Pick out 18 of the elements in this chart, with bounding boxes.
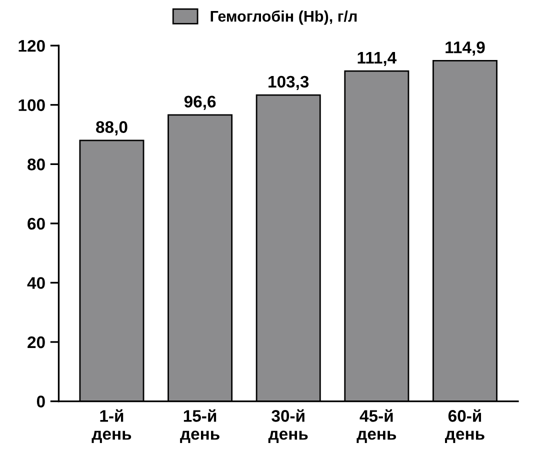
x-tick-label: 1-й день (92, 409, 132, 443)
y-tick-label: 60 (28, 218, 45, 230)
data-label: 114,9 (446, 41, 485, 56)
y-tick-label: 40 (27, 277, 45, 289)
y-tick-label: 100 (18, 99, 45, 112)
x-tick-label: 30-й день (268, 409, 308, 443)
x-tick-label: 60-й день (445, 409, 484, 443)
data-label: 88,0 (96, 121, 128, 136)
data-label: 111,4 (358, 52, 397, 66)
legend-label: Гемоглобін (Hb), г/л (210, 10, 357, 25)
y-tick-label: 120 (18, 40, 45, 52)
data-label: 96,6 (184, 96, 216, 110)
y-tick-label: 0 (36, 396, 45, 408)
y-tick-label: 80 (28, 158, 45, 170)
y-tick-label: 20 (28, 336, 45, 348)
x-tick-label: 15-й день (180, 409, 220, 443)
x-tick-label: 45-й день (356, 409, 396, 443)
data-label: 103,3 (268, 76, 309, 90)
